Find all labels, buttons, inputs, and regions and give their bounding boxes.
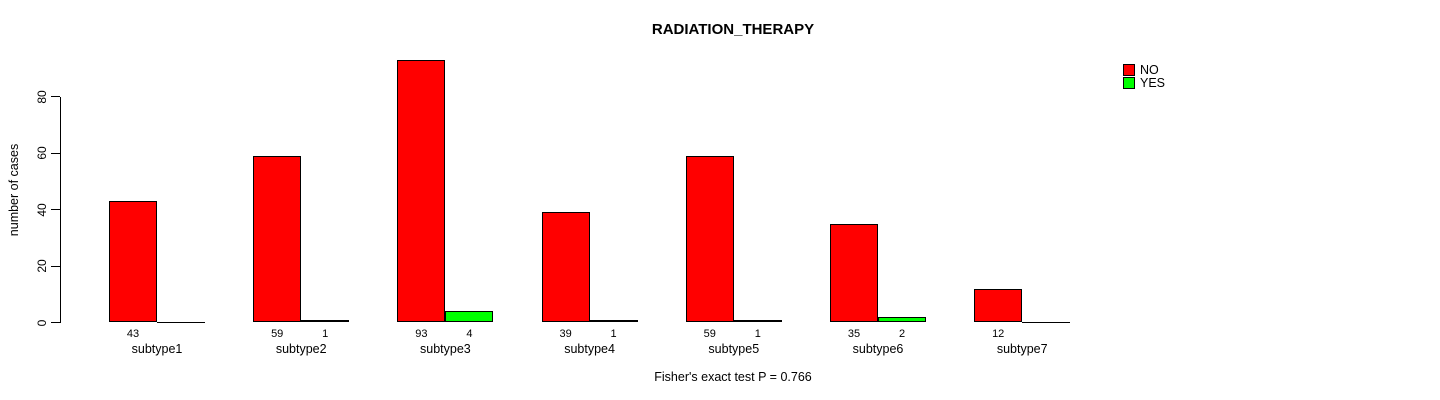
count-label-no-subtype4: 39 (559, 328, 572, 340)
y-tick-label: 40 (35, 202, 49, 217)
y-tick-label: 80 (35, 90, 49, 104)
bar-yes-subtype1-zero (157, 321, 205, 323)
legend-item-yes: YES (1123, 77, 1165, 89)
category-label-subtype7: subtype7 (996, 342, 1048, 356)
legend: NO YES (1123, 64, 1165, 90)
y-axis-label: number of cases (7, 143, 21, 237)
bar-no-subtype7 (974, 288, 1023, 323)
count-label-no-subtype2: 59 (271, 328, 284, 340)
count-label-no-subtype3: 93 (415, 328, 428, 340)
footer-stat: Fisher's exact test P = 0.766 (654, 370, 812, 384)
legend-label-yes: YES (1140, 76, 1166, 90)
legend-item-no: NO (1123, 64, 1165, 76)
y-axis-tick (51, 152, 60, 154)
bar-yes-subtype4 (589, 319, 638, 323)
legend-swatch-no-icon (1123, 64, 1135, 76)
legend-swatch-yes-icon (1123, 77, 1135, 89)
count-label-no-subtype7: 12 (992, 328, 1005, 340)
bar-no-subtype6 (830, 223, 878, 323)
bar-yes-subtype6 (878, 316, 926, 323)
y-axis-line (60, 96, 61, 324)
bar-no-subtype2 (253, 155, 302, 323)
bar-no-subtype1 (109, 201, 157, 323)
y-tick-label: 60 (35, 146, 49, 160)
bar-yes-subtype7-zero (1022, 321, 1071, 323)
category-label-subtype6: subtype6 (852, 342, 904, 356)
bar-yes-subtype2 (301, 319, 350, 323)
y-axis-tick (51, 209, 60, 211)
bar-yes-subtype3 (445, 311, 494, 323)
count-label-no-subtype5: 59 (703, 328, 716, 340)
category-label-subtype5: subtype5 (708, 342, 760, 356)
count-label-yes-subtype3: 4 (466, 328, 473, 340)
category-label-subtype1: subtype1 (131, 342, 183, 356)
y-tick-label: 0 (35, 319, 49, 326)
count-label-no-subtype1: 43 (126, 328, 140, 340)
y-axis-tick (51, 265, 60, 267)
legend-label-no: NO (1140, 63, 1159, 77)
category-label-subtype4: subtype4 (564, 342, 615, 356)
count-label-yes-subtype5: 1 (754, 328, 761, 340)
chart-title: RADIATION_THERAPY (651, 21, 815, 38)
count-label-yes-subtype4: 1 (610, 328, 617, 340)
bar-no-subtype4 (541, 212, 590, 323)
count-label-yes-subtype6: 2 (898, 328, 906, 340)
y-axis-tick (51, 322, 60, 323)
y-axis-tick (51, 96, 60, 98)
count-label-yes-subtype2: 1 (322, 328, 329, 340)
category-label-subtype3: subtype3 (420, 342, 471, 356)
count-label-no-subtype6: 35 (847, 328, 861, 340)
bar-no-subtype5 (685, 155, 734, 323)
category-label-subtype2: subtype2 (275, 342, 327, 356)
bar-no-subtype3 (397, 60, 446, 323)
bar-yes-subtype5 (733, 319, 782, 323)
y-tick-label: 20 (35, 259, 49, 273)
